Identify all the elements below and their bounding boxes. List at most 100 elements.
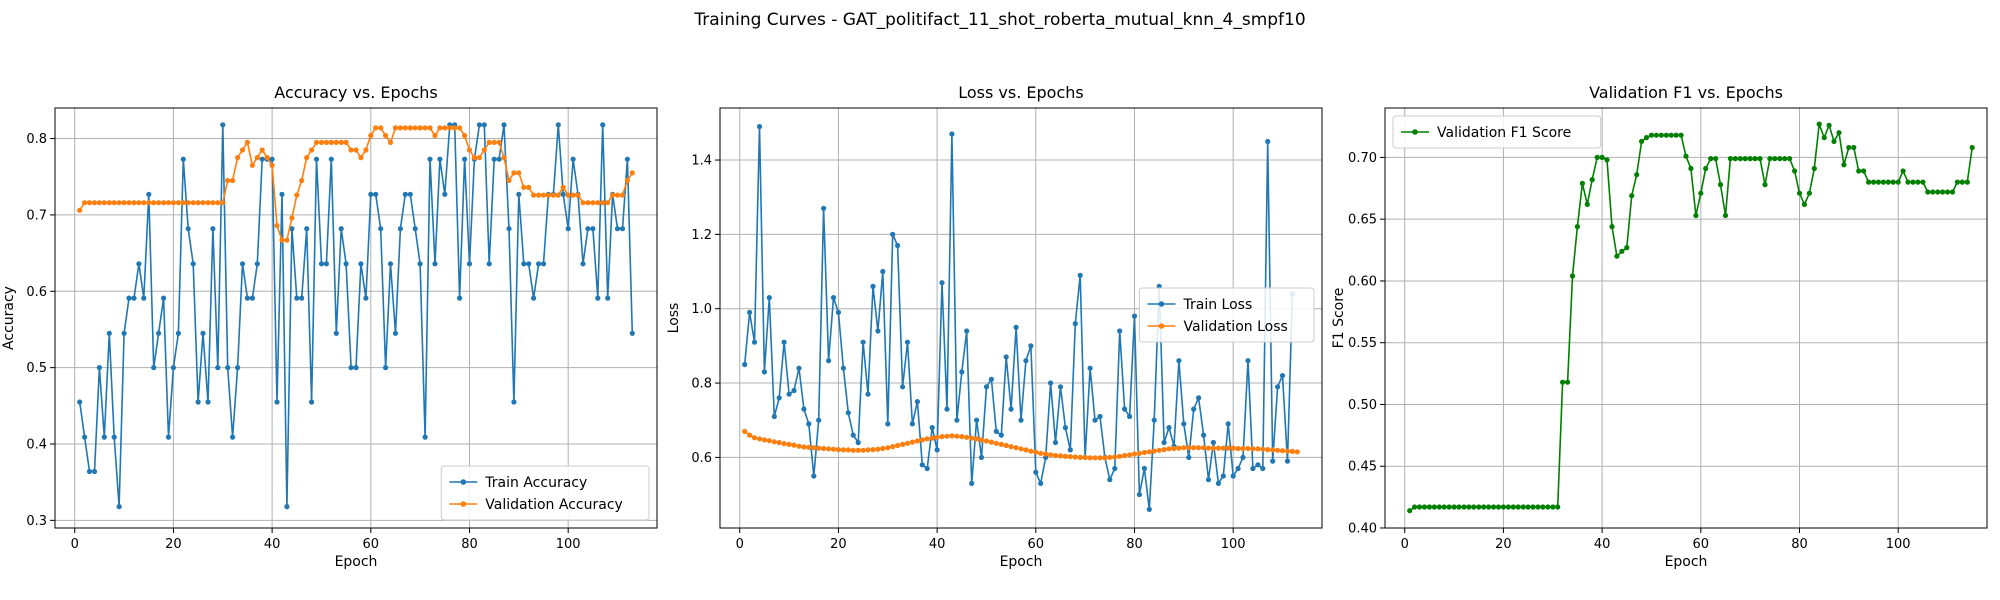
data-point	[254, 261, 260, 267]
y-tick-label: 0.5	[26, 361, 47, 376]
data-point	[1156, 447, 1162, 453]
data-point	[210, 226, 216, 232]
data-point	[304, 226, 310, 232]
data-point	[1008, 444, 1014, 450]
data-point	[77, 207, 83, 213]
x-tick-label: 0	[736, 537, 744, 552]
data-point	[1668, 132, 1674, 138]
data-point	[521, 184, 527, 190]
data-point	[964, 434, 970, 440]
chart-title-accuracy: Accuracy vs. Epochs	[274, 83, 437, 102]
data-point	[254, 155, 260, 161]
data-point	[1117, 328, 1123, 334]
data-point	[244, 139, 250, 145]
data-point	[570, 156, 576, 162]
data-point	[806, 421, 812, 427]
data-point	[1151, 448, 1157, 454]
data-point	[1038, 450, 1044, 456]
data-point	[983, 384, 990, 390]
x-tick-label: 100	[1221, 537, 1246, 552]
data-point	[786, 441, 792, 447]
data-point	[1260, 446, 1266, 452]
data-point	[1599, 154, 1605, 160]
series-markers-f1-0	[1407, 121, 1975, 514]
data-point	[830, 446, 837, 452]
data-point	[506, 177, 512, 184]
data-point	[540, 192, 547, 198]
data-point	[1028, 343, 1034, 349]
y-axis-label-loss: Loss	[666, 303, 682, 334]
data-point	[624, 177, 631, 184]
data-point	[136, 261, 142, 267]
data-point	[1816, 121, 1822, 127]
data-point	[909, 421, 916, 427]
data-point	[796, 365, 802, 371]
data-point	[1634, 172, 1640, 178]
data-point	[1112, 454, 1118, 460]
data-point	[491, 139, 497, 145]
data-point	[1225, 445, 1231, 451]
data-point	[170, 365, 176, 371]
data-point	[1535, 504, 1541, 510]
data-point	[771, 439, 777, 445]
data-point	[1048, 452, 1054, 458]
data-point	[929, 435, 935, 441]
data-point	[338, 226, 344, 232]
data-point	[1959, 179, 1965, 185]
data-point	[1737, 156, 1743, 162]
chart-panel-f1: 0 20 40 60 80 100 0.40 0.45 0.50 0.55 0.60 0.65 0.70…	[1331, 83, 1988, 570]
data-point	[392, 330, 399, 336]
data-point	[949, 433, 955, 439]
data-point	[471, 155, 477, 161]
data-point	[1122, 406, 1128, 412]
data-point	[175, 200, 181, 206]
data-point	[1944, 189, 1951, 195]
data-point	[1092, 455, 1098, 461]
data-point	[766, 295, 772, 301]
data-point	[969, 435, 975, 441]
data-point	[610, 192, 616, 198]
data-point	[279, 237, 285, 243]
data-point	[555, 192, 561, 198]
data-point	[1107, 477, 1113, 483]
data-point	[1171, 445, 1177, 452]
data-point	[1052, 439, 1059, 446]
data-point	[397, 226, 403, 232]
x-tick-label: 40	[264, 537, 281, 552]
data-point	[417, 261, 423, 267]
x-tick-label: 60	[363, 537, 380, 552]
data-point	[786, 391, 792, 397]
data-point	[442, 125, 448, 131]
x-axis-label-loss: Epoch	[1000, 554, 1043, 570]
data-point	[766, 438, 772, 444]
data-point	[397, 125, 403, 131]
data-point	[1964, 179, 1970, 185]
data-point	[402, 191, 408, 197]
data-point	[526, 261, 532, 267]
data-point	[629, 170, 635, 176]
legend-label: Train Loss	[1183, 297, 1253, 313]
data-point	[506, 226, 512, 232]
data-point	[299, 295, 305, 301]
data-point	[1270, 447, 1276, 453]
data-point	[870, 283, 876, 289]
data-point	[1782, 156, 1788, 162]
data-point	[274, 223, 280, 229]
data-point	[338, 139, 344, 145]
data-point	[531, 295, 537, 301]
data-point	[363, 295, 369, 301]
legend-label: Train Accuracy	[484, 475, 587, 491]
data-point	[924, 436, 930, 442]
legend-loss: Train Loss Validation Loss	[1139, 287, 1315, 343]
data-point	[82, 200, 88, 206]
data-point	[1550, 504, 1556, 510]
data-point	[417, 125, 423, 131]
data-point	[1131, 451, 1138, 457]
y-axis-label-accuracy: Accuracy	[1, 286, 17, 350]
grid-f1	[1385, 108, 1987, 529]
data-point	[1048, 380, 1054, 386]
data-point	[1486, 504, 1492, 510]
data-point	[531, 192, 537, 198]
data-point	[751, 339, 758, 345]
data-point	[1072, 321, 1078, 327]
